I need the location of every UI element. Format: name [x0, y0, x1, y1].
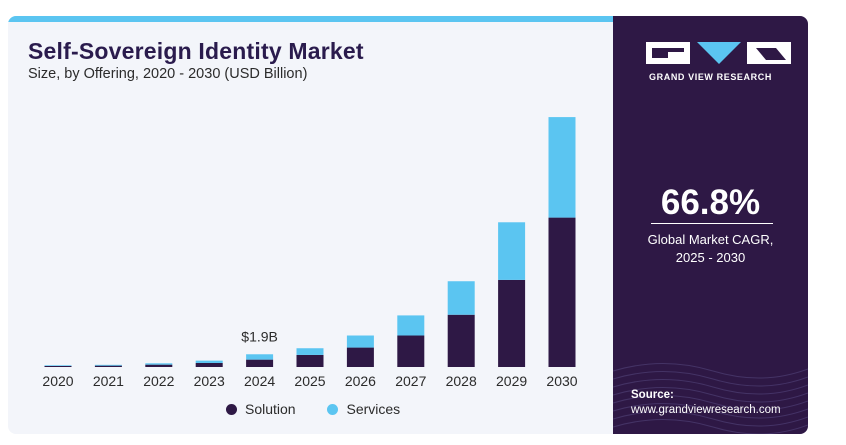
bar-services-2029 — [498, 222, 526, 280]
x-tick-label-2021: 2021 — [93, 373, 124, 389]
bar-services-2026 — [346, 335, 374, 348]
bar-services-2022 — [145, 363, 173, 365]
decorative-wave-pattern — [613, 363, 808, 434]
stacked-bar-chart: 2020 2021 2022 2023 2024 2025 2026 2027 2028 2029… — [42, 117, 578, 389]
cagr-label-line2: 2025 - 2030 — [675, 250, 746, 265]
chart-title: Self-Sovereign Identity Market — [28, 38, 364, 64]
source-label: Source: — [631, 389, 674, 401]
brand-name: GRAND VIEW RESEARCH — [649, 72, 772, 82]
sidebar-panel: GRAND VIEW RESEARCH 66.8% Global Market … — [613, 16, 808, 434]
chart-subtitle: Size, by Offering, 2020 - 2030 (USD Bill… — [28, 66, 308, 82]
brand-logo-icon — [646, 42, 791, 64]
cagr-label: Global Market CAGR, 2025 - 2030 — [613, 231, 808, 267]
x-tick-label-2020: 2020 — [42, 373, 73, 389]
bar-solution-2025 — [296, 354, 324, 367]
x-tick-label-2026: 2026 — [345, 373, 376, 389]
legend-swatch-services — [327, 403, 339, 415]
x-tick-label-2027: 2027 — [395, 373, 426, 389]
bar-solution-2024 — [246, 359, 274, 367]
bar-services-2025 — [296, 348, 324, 355]
bar-solution-2021 — [94, 365, 122, 367]
x-tick-label-2029: 2029 — [496, 373, 527, 389]
bar-solution-2028 — [447, 314, 475, 367]
bar-services-2024 — [246, 354, 274, 360]
source-note: Source: www.grandviewresearch.com — [631, 388, 781, 418]
cagr-divider — [651, 223, 773, 224]
bar-solution-2023 — [195, 362, 223, 367]
data-label-2024: $1.9B — [241, 328, 278, 344]
x-tick-label-2024: 2024 — [244, 373, 275, 389]
chart-legend: Solution Services — [226, 401, 428, 418]
legend-label-solution: Solution — [245, 401, 296, 417]
bar-services-2021 — [94, 364, 122, 366]
x-tick-label-2023: 2023 — [194, 373, 225, 389]
x-tick-label-2025: 2025 — [294, 373, 325, 389]
x-tick-label-2022: 2022 — [143, 373, 174, 389]
bar-services-2023 — [195, 360, 223, 363]
chart-card: Self-Sovereign Identity Market Size, by … — [8, 16, 808, 434]
bar-services-2028 — [447, 281, 475, 315]
source-link[interactable]: www.grandviewresearch.com — [631, 404, 781, 416]
x-tick-label-2030: 2030 — [546, 373, 577, 389]
bar-solution-2020 — [44, 365, 72, 367]
bar-solution-2029 — [498, 279, 526, 367]
bar-solution-2022 — [145, 364, 173, 367]
cagr-label-line1: Global Market CAGR, — [647, 232, 774, 247]
legend-swatch-solution — [226, 403, 237, 415]
bar-services-2030 — [548, 117, 576, 218]
bar-solution-2030 — [548, 217, 576, 367]
bar-services-2027 — [397, 315, 425, 336]
bar-solution-2026 — [346, 347, 374, 367]
x-tick-label-2028: 2028 — [446, 373, 477, 389]
accent-bar — [8, 16, 613, 22]
legend-item-solution: Solution — [226, 401, 296, 417]
cagr-value: 66.8% — [660, 183, 761, 222]
legend-item-services: Services — [327, 401, 400, 417]
bar-services-2020 — [44, 365, 72, 366]
legend-label-services: Services — [346, 401, 401, 417]
bar-solution-2027 — [397, 335, 425, 367]
